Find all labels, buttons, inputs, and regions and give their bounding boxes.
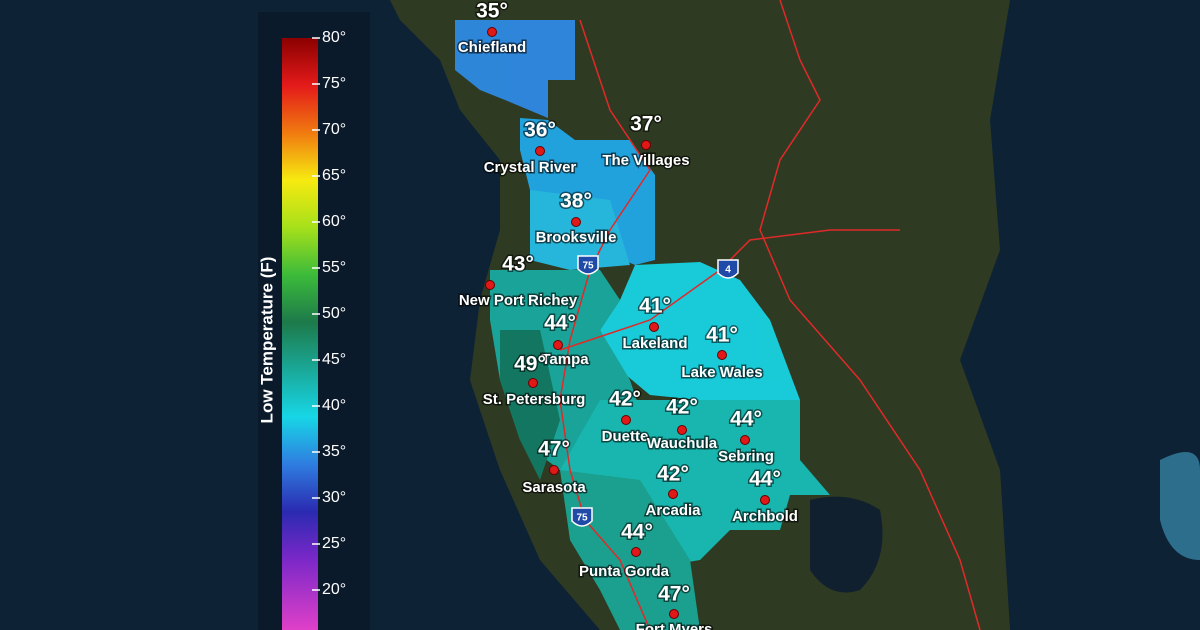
city-dot [535, 146, 545, 156]
city-dot [677, 425, 687, 435]
legend-tick-label: 40° [322, 397, 346, 414]
city-temperature: 35° [476, 0, 508, 23]
city-dot [631, 547, 641, 557]
city-temperature: 44° [749, 468, 781, 491]
city-marker: 42° Duette [600, 386, 650, 446]
shield-shape [577, 255, 599, 275]
city-temperature: 47° [658, 583, 690, 606]
city-marker: 49° St. Petersburg [481, 351, 587, 409]
city-marker: 44° Tampa [540, 310, 591, 369]
legend-tick-label: 55° [322, 259, 346, 276]
city-marker: 38° Brooksville [534, 188, 618, 247]
legend-tick-label: 25° [322, 535, 346, 552]
city-dot [668, 489, 678, 499]
city-name: Crystal River [484, 159, 577, 176]
city-name: New Port Richey [459, 292, 578, 309]
city-name: Wauchula [647, 435, 718, 452]
city-name: Duette [602, 428, 649, 445]
legend-tick-label: 45° [322, 351, 346, 368]
city-temperature: 44° [730, 408, 762, 431]
city-temperature: 47° [538, 438, 570, 461]
cities: 35° Chiefland 36° Crystal River 37° The Villa… [456, 0, 800, 630]
city-marker: 47° Fort Myers [634, 581, 714, 630]
city-temperature: 41° [639, 295, 671, 318]
shield-number: 75 [576, 513, 588, 524]
city-temperature: 44° [544, 312, 576, 335]
legend-tick-label: 80° [322, 29, 346, 46]
shield-shape [571, 507, 593, 527]
city-marker: 47° Sarasota [521, 436, 588, 497]
city-marker: 44° Punta Gorda [577, 519, 671, 581]
city-marker: 43° New Port Richey [457, 251, 579, 310]
city-marker: 41° Lake Wales [680, 322, 764, 382]
city-temperature: 42° [666, 396, 698, 419]
shield-shape [717, 259, 739, 279]
city-dot [487, 27, 497, 37]
legend-color-bar [282, 38, 318, 630]
city-dot [649, 322, 659, 332]
city-name: Lake Wales [681, 364, 762, 381]
city-marker: 42° Arcadia [644, 461, 703, 520]
city-name: Brooksville [536, 229, 617, 246]
city-marker: 35° Chiefland [456, 0, 527, 57]
shield-number: 75 [582, 261, 594, 272]
legend-tick-label: 75° [322, 75, 346, 92]
interstate-shield: 75 [571, 507, 593, 527]
legend-tick-label: 60° [322, 213, 346, 230]
city-marker: 41° Lakeland [621, 293, 689, 353]
city-dot [528, 378, 538, 388]
city-temperature: 36° [524, 119, 556, 142]
legend-tick-label: 20° [322, 581, 346, 598]
legend-tick-label: 35° [322, 443, 346, 460]
city-dot [549, 465, 559, 475]
legend: Low Temperature (F) 80° 75° 70° 65° 60° 55° 50… [257, 12, 370, 630]
city-temperature: 42° [657, 463, 689, 486]
city-name: Punta Gorda [579, 563, 670, 580]
city-name: Arcadia [645, 502, 701, 519]
city-dot [621, 415, 631, 425]
legend-title: Low Temperature (F) [257, 257, 276, 424]
shield-number: 4 [725, 265, 731, 276]
city-dot [669, 609, 679, 619]
city-temperature: 41° [706, 324, 738, 347]
city-temperature: 49° [514, 353, 546, 376]
city-dot [553, 340, 563, 350]
legend-tick-label: 65° [322, 167, 346, 184]
city-marker: 36° Crystal River [482, 117, 578, 177]
city-marker: 44° Archbold [731, 466, 800, 526]
city-temperature: 44° [621, 521, 653, 544]
legend-tick-label: 50° [322, 305, 346, 322]
city-name: The Villages [602, 152, 689, 169]
city-dot [571, 217, 581, 227]
city-temperature: 37° [630, 113, 662, 136]
city-temperature: 43° [502, 253, 534, 276]
city-name: Lakeland [622, 335, 687, 352]
city-temperature: 38° [560, 190, 592, 213]
city-dot [717, 350, 727, 360]
city-marker: 44° Sebring [717, 406, 776, 466]
city-temperature: 42° [609, 388, 641, 411]
city-name: Chiefland [458, 39, 526, 56]
interstate-shield: 75 [577, 255, 599, 275]
city-name: Tampa [541, 351, 589, 368]
city-dot [485, 280, 495, 290]
city-dot [760, 495, 770, 505]
roads [559, 0, 981, 630]
legend-tick-label: 70° [322, 121, 346, 138]
interstate-shield: 4 [717, 259, 739, 279]
city-dot [641, 140, 651, 150]
legend-tick-label: 30° [322, 489, 346, 506]
city-name: Sebring [718, 448, 774, 465]
city-dot [740, 435, 750, 445]
city-name: Fort Myers [636, 621, 713, 630]
city-name: Sarasota [522, 479, 586, 496]
city-name: Archbold [732, 508, 798, 525]
city-name: St. Petersburg [483, 391, 586, 408]
city-marker: 37° The Villages [601, 111, 691, 170]
city-marker: 42° Wauchula [645, 394, 719, 453]
